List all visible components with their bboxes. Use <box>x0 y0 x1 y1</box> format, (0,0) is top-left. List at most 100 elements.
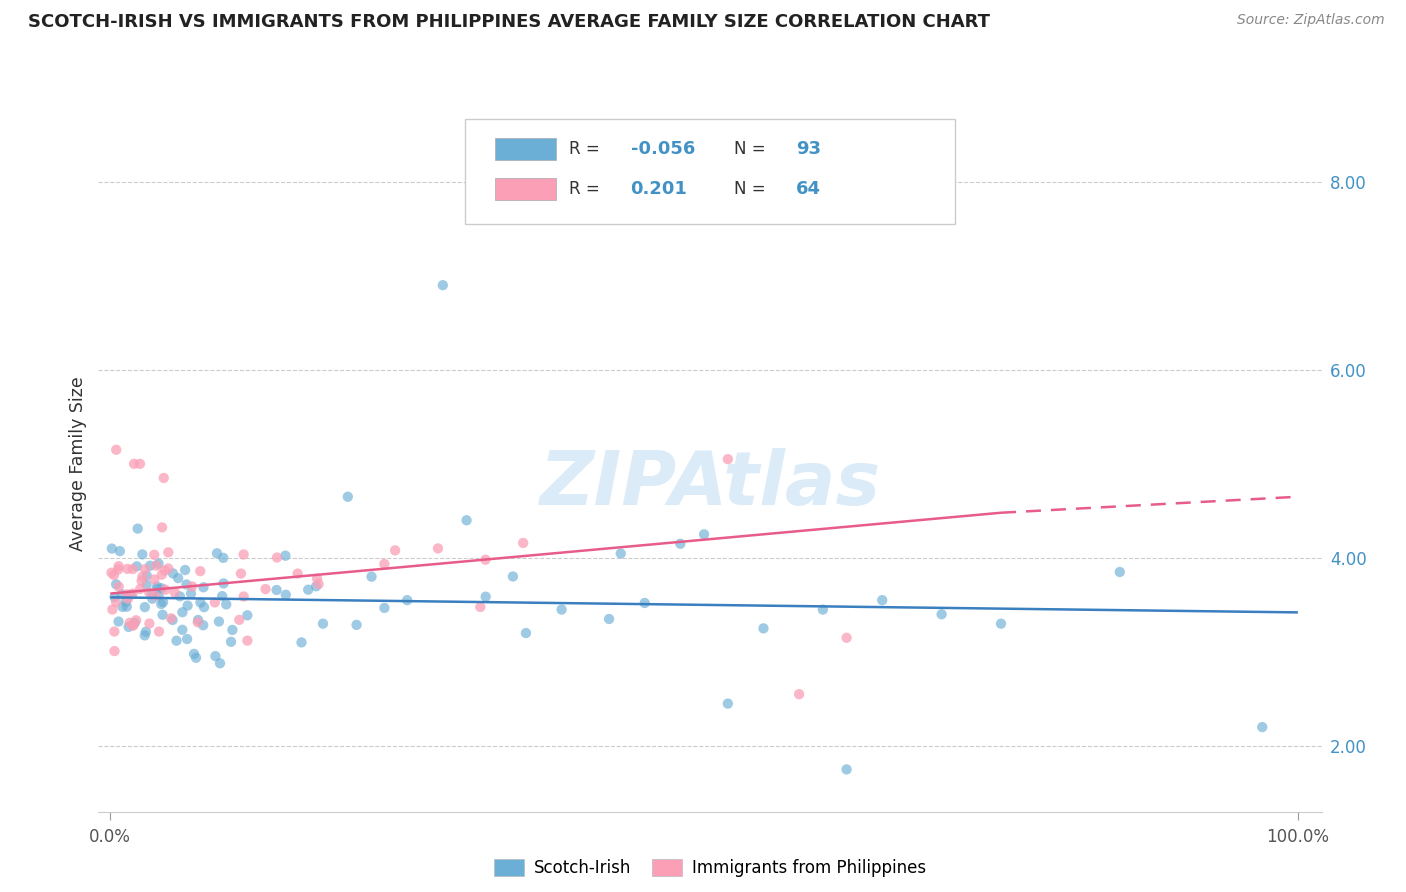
Point <box>138 616 160 631</box>
Point <box>211 589 233 603</box>
Point <box>190 595 212 609</box>
Point <box>396 593 419 607</box>
Point <box>205 546 228 560</box>
Y-axis label: Average Family Size: Average Family Size <box>69 376 87 551</box>
Point <box>152 607 174 622</box>
Point <box>176 577 198 591</box>
Point <box>187 615 209 630</box>
Point <box>107 559 129 574</box>
Point <box>212 550 235 565</box>
Point <box>103 624 125 639</box>
Point <box>229 566 252 581</box>
Point <box>193 600 215 615</box>
Point <box>305 572 328 586</box>
Point <box>274 549 297 563</box>
Point <box>717 697 740 711</box>
Point <box>426 541 449 556</box>
Point <box>474 590 496 604</box>
Point <box>174 563 197 577</box>
Point <box>103 590 125 604</box>
Point <box>153 564 176 578</box>
Point <box>609 547 631 561</box>
Point <box>228 613 250 627</box>
Point <box>208 657 231 671</box>
Point <box>188 564 211 578</box>
Text: 64: 64 <box>796 180 821 198</box>
Point <box>122 618 145 632</box>
Point <box>336 490 359 504</box>
Point <box>305 579 328 593</box>
Point <box>129 582 152 596</box>
Point <box>163 585 186 599</box>
Point <box>236 633 259 648</box>
Point <box>208 615 231 629</box>
Point <box>122 457 145 471</box>
Point <box>146 580 169 594</box>
Point <box>101 602 124 616</box>
Point <box>157 545 180 559</box>
Point <box>634 596 657 610</box>
Point <box>297 582 319 597</box>
Point <box>183 647 205 661</box>
Point <box>515 626 537 640</box>
Point <box>148 588 170 602</box>
Point <box>172 623 194 637</box>
Point <box>308 577 330 591</box>
Point <box>598 612 620 626</box>
Text: N =: N = <box>734 180 766 198</box>
Point <box>835 631 858 645</box>
Point <box>125 559 148 574</box>
Point <box>456 513 478 527</box>
Point <box>360 569 382 583</box>
Point <box>193 618 215 632</box>
Point <box>232 548 254 562</box>
Text: N =: N = <box>734 140 766 159</box>
Point <box>131 548 153 562</box>
Point <box>134 562 156 576</box>
Point <box>176 599 198 613</box>
Point <box>117 591 139 606</box>
Point <box>162 613 184 627</box>
Text: ZIPAtlas: ZIPAtlas <box>540 448 880 521</box>
FancyBboxPatch shape <box>465 120 955 224</box>
Point <box>172 605 194 619</box>
Point <box>125 613 148 627</box>
Point <box>219 635 242 649</box>
Point <box>148 624 170 639</box>
Point <box>373 601 395 615</box>
Point <box>148 557 170 571</box>
Point <box>373 557 395 571</box>
Point <box>346 618 368 632</box>
Point <box>693 527 716 541</box>
Point <box>180 586 202 600</box>
Point <box>669 537 692 551</box>
Point <box>215 598 238 612</box>
Point <box>127 522 149 536</box>
Point <box>787 687 810 701</box>
Legend: Scotch-Irish, Immigrants from Philippines: Scotch-Irish, Immigrants from Philippine… <box>488 852 932 883</box>
Point <box>232 590 254 604</box>
Point <box>1251 720 1274 734</box>
Point <box>550 602 572 616</box>
Point <box>117 562 139 576</box>
Point <box>290 635 312 649</box>
Point <box>155 582 177 597</box>
Point <box>135 578 157 592</box>
Point <box>870 593 893 607</box>
Point <box>157 561 180 575</box>
Point <box>103 644 125 658</box>
Point <box>811 602 834 616</box>
Point <box>139 558 162 573</box>
Point <box>150 567 173 582</box>
Point <box>100 566 122 580</box>
Text: R =: R = <box>569 180 600 198</box>
Point <box>312 616 335 631</box>
Point <box>135 624 157 639</box>
Point <box>122 618 145 632</box>
Point <box>150 520 173 534</box>
Point <box>138 585 160 599</box>
Point <box>111 599 134 614</box>
Point <box>470 599 492 614</box>
Point <box>121 562 143 576</box>
Point <box>432 278 454 293</box>
